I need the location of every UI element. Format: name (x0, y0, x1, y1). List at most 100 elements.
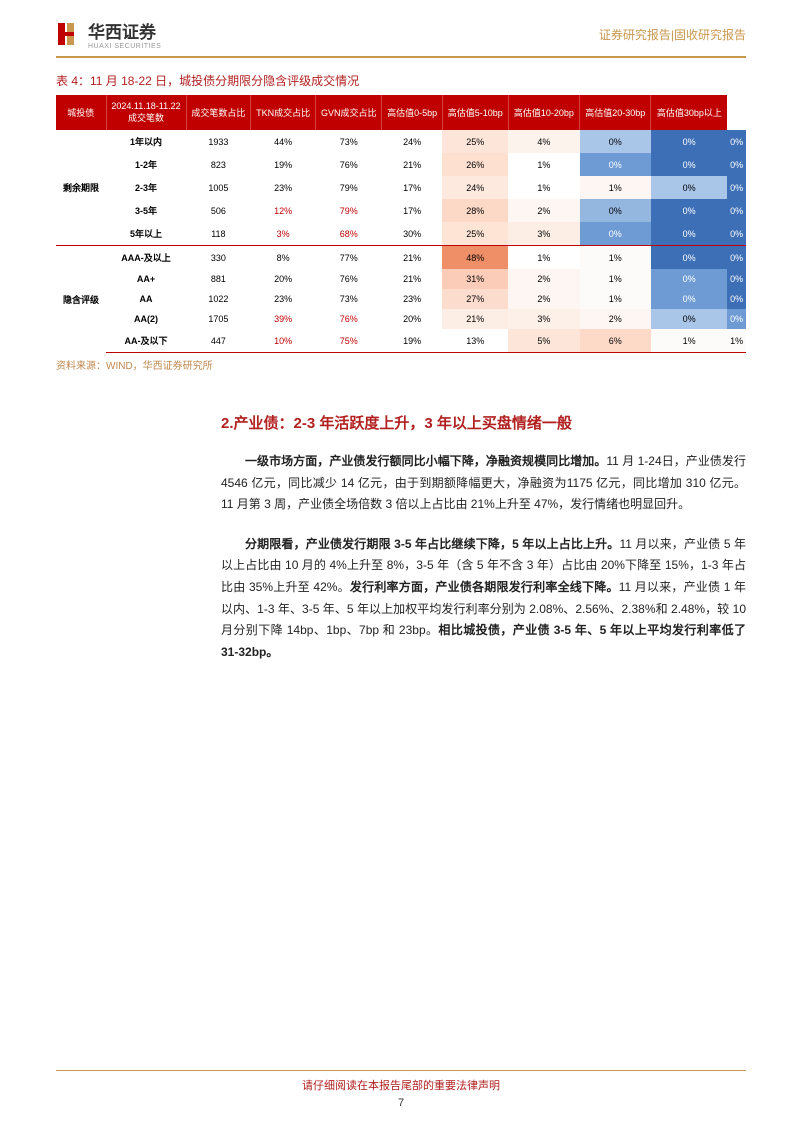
cell: 24% (382, 130, 442, 153)
cell: 0% (727, 222, 746, 246)
section-heading: 2.产业债：2-3 年活跃度上升，3 年以上买盘情绪一般 (221, 412, 746, 433)
cell: 0% (727, 176, 746, 199)
p1-bold: 一级市场方面，产业债发行额同比小幅下降，净融资规模同比增加。 (245, 454, 606, 468)
col-header: TKN成交占比 (251, 95, 316, 130)
cell: 13% (442, 329, 508, 353)
cell: 21% (382, 246, 442, 270)
col-header: 2024.11.18-11.22成交笔数 (106, 95, 186, 130)
cell: 68% (316, 222, 382, 246)
cell: 79% (316, 176, 382, 199)
cell: 23% (251, 289, 316, 309)
row-label: AAA-及以上 (106, 246, 186, 270)
table-source: 资料来源：WIND，华西证券研究所 (56, 357, 746, 372)
cell: 0% (727, 289, 746, 309)
logo-icon (56, 21, 82, 47)
cell: 17% (382, 176, 442, 199)
cell: 20% (382, 309, 442, 329)
row-label: AA-及以下 (106, 329, 186, 353)
col-header: 高估值0-5bp (382, 95, 442, 130)
footer-disclaimer: 请仔细阅读在本报告尾部的重要法律声明 (0, 1077, 802, 1093)
cell: 24% (442, 176, 508, 199)
cell: 31% (442, 269, 508, 289)
page-header: 华西证券 HUAXI SECURITIES 证券研究报告|固收研究报告 (0, 0, 802, 56)
table-row: AA(2)170539%76%20%21%3%2%0%0% (56, 309, 746, 329)
cell: 1005 (186, 176, 251, 199)
cell: 0% (651, 309, 727, 329)
group-label: 剩余期限 (56, 130, 106, 246)
cell: 27% (442, 289, 508, 309)
cell: 12% (251, 199, 316, 222)
page-number: 7 (0, 1097, 802, 1109)
footer-divider (56, 1070, 746, 1072)
row-label: AA+ (106, 269, 186, 289)
cell: 0% (727, 246, 746, 270)
col-header: GVN成交占比 (316, 95, 382, 130)
cell: 28% (442, 199, 508, 222)
table-row: 1-2年82319%76%21%26%1%0%0%0% (56, 153, 746, 176)
cell: 0% (651, 222, 727, 246)
cell: 44% (251, 130, 316, 153)
col-header: 高估值30bp以上 (651, 95, 727, 130)
cell: 0% (580, 199, 651, 222)
cell: 75% (316, 329, 382, 353)
cell: 19% (251, 153, 316, 176)
logo-text-en: HUAXI SECURITIES (88, 43, 161, 50)
cell: 23% (382, 289, 442, 309)
cell: 3% (251, 222, 316, 246)
cell: 0% (651, 153, 727, 176)
table-row: AA-及以下44710%75%19%13%5%6%1%1% (56, 329, 746, 353)
cell: 0% (651, 130, 727, 153)
paragraph-2: 分期限看，产业债发行期限 3-5 年占比继续下降，5 年以上占比上升。11 月以… (221, 534, 746, 664)
paragraph-1: 一级市场方面，产业债发行额同比小幅下降，净融资规模同比增加。11 月 1-24日… (221, 451, 746, 516)
table-row: 剩余期限1年以内193344%73%24%25%4%0%0%0% (56, 130, 746, 153)
data-table: 城投债2024.11.18-11.22成交笔数成交笔数占比TKN成交占比GVN成… (56, 95, 746, 353)
cell: 330 (186, 246, 251, 270)
cell: 1% (508, 153, 579, 176)
col-header: 城投债 (56, 95, 106, 130)
cell: 76% (316, 269, 382, 289)
cell: 73% (316, 289, 382, 309)
cell: 21% (382, 153, 442, 176)
table-row: 5年以上1183%68%30%25%3%0%0%0% (56, 222, 746, 246)
cell: 76% (316, 153, 382, 176)
cell: 2% (508, 199, 579, 222)
group-label: 隐含评级 (56, 246, 106, 353)
cell: 0% (651, 269, 727, 289)
cell: 0% (651, 199, 727, 222)
cell: 118 (186, 222, 251, 246)
cell: 2% (580, 309, 651, 329)
col-header: 成交笔数占比 (186, 95, 251, 130)
cell: 30% (382, 222, 442, 246)
cell: 23% (251, 176, 316, 199)
page-footer: 请仔细阅读在本报告尾部的重要法律声明 7 (0, 1070, 802, 1110)
cell: 0% (580, 153, 651, 176)
cell: 0% (727, 130, 746, 153)
cell: 20% (251, 269, 316, 289)
cell: 0% (727, 153, 746, 176)
row-label: AA(2) (106, 309, 186, 329)
cell: 0% (651, 289, 727, 309)
cell: 76% (316, 309, 382, 329)
cell: 0% (651, 176, 727, 199)
cell: 39% (251, 309, 316, 329)
cell: 1933 (186, 130, 251, 153)
table-row: 隐含评级AAA-及以上3308%77%21%48%1%1%0%0% (56, 246, 746, 270)
table-row: 3-5年50612%79%17%28%2%0%0%0% (56, 199, 746, 222)
cell: 48% (442, 246, 508, 270)
row-label: 2-3年 (106, 176, 186, 199)
header-divider (56, 56, 746, 58)
row-label: 5年以上 (106, 222, 186, 246)
cell: 0% (727, 199, 746, 222)
row-label: AA (106, 289, 186, 309)
cell: 10% (251, 329, 316, 353)
table-title: 表 4：11 月 18-22 日，城投债分期限分隐含评级成交情况 (56, 72, 746, 89)
cell: 0% (727, 269, 746, 289)
logo-text-cn: 华西证券 (88, 18, 161, 43)
table-row: 2-3年100523%79%17%24%1%1%0%0% (56, 176, 746, 199)
col-header: 高估值5-10bp (442, 95, 508, 130)
cell: 6% (580, 329, 651, 353)
cell: 1% (580, 246, 651, 270)
cell: 0% (651, 246, 727, 270)
cell: 0% (580, 130, 651, 153)
cell: 506 (186, 199, 251, 222)
